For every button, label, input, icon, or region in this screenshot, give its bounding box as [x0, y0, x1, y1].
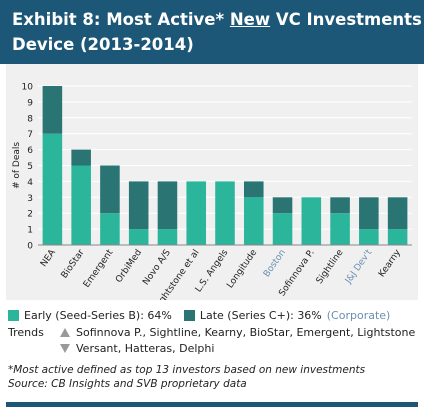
- bar-early: [301, 197, 322, 245]
- y-tick-label: 1: [27, 226, 33, 236]
- bar-early: [243, 197, 264, 245]
- y-tick-label: 6: [27, 146, 33, 156]
- bar-chart: 0 1 2 3 4 5 6 7 8 9 10 # of Deals NEA BioStarEmergent…: [12, 83, 412, 300]
- triangle-down-icon: [60, 343, 70, 353]
- bar-late: [71, 149, 91, 166]
- x-tick-label: J&J Dev't: [343, 248, 374, 287]
- bar-late: [100, 165, 120, 214]
- x-tick-label: Boston: [262, 248, 288, 279]
- chart-header: Exhibit 8: Most Active* New VC Investmen…: [0, 0, 424, 64]
- bar-early: [387, 229, 408, 245]
- y-tick-label: 2: [27, 210, 33, 220]
- trend-row-up: Trends Sofinnova P., Sightline, Kearny, …: [8, 324, 418, 340]
- x-tick-label: NEA: [39, 247, 58, 269]
- bar-early: [42, 133, 63, 245]
- trend-row-down: Versant, Hatteras, Delphi: [8, 340, 418, 356]
- y-tick-label: 10: [22, 83, 34, 93]
- title-underlined-word: New: [229, 10, 271, 29]
- y-tick-label: 4: [27, 178, 33, 188]
- x-tick-label: Emergent: [82, 248, 116, 290]
- legend-swatch-late: [183, 309, 195, 321]
- y-tick-label: 5: [27, 162, 33, 172]
- footnote-source: Source: CB Insights and SVB proprietary …: [8, 378, 247, 390]
- bar-early: [157, 229, 178, 245]
- legend-label-late: Late (Series C+): 36%: [199, 308, 322, 322]
- title-part-2: VC Investments in: [275, 10, 424, 29]
- y-tick-label: 7: [27, 130, 33, 140]
- bar-early: [71, 165, 91, 245]
- x-tick-label: Novo A/S: [141, 248, 173, 287]
- legend-label-corporate: (Corporate): [326, 308, 391, 322]
- bar-early: [359, 229, 379, 245]
- x-tick-label: Kearny: [377, 247, 403, 279]
- footnote: *Most active defined as top 13 investors…: [8, 363, 365, 391]
- bar-early: [128, 229, 149, 245]
- bar-early: [272, 213, 293, 245]
- triangle-up-icon: [60, 327, 70, 337]
- bar-early: [215, 181, 235, 245]
- x-tick-label: Longitude: [225, 248, 259, 291]
- legend-row: Early (Seed-Series B): 64% Late (Series …: [8, 306, 418, 324]
- legend-swatch-early: [8, 309, 19, 321]
- y-tick-label: 9: [27, 98, 33, 108]
- bar-late: [128, 181, 149, 230]
- trends-label: Trends: [8, 325, 44, 339]
- bar-late: [272, 197, 293, 214]
- y-tick-label: 0: [27, 242, 33, 252]
- bar-late: [387, 197, 408, 230]
- legend-label-early: Early (Seed-Series B): 64%: [24, 308, 172, 322]
- x-tick-label: OrbiMed: [114, 248, 144, 285]
- y-tick-label: 8: [27, 114, 33, 124]
- trends-up-list: Sofinnova P., Sightline, Kearny, BioStar…: [76, 325, 416, 339]
- title-part-1: Exhibit 8: Most Active*: [12, 10, 230, 29]
- y-axis-label: # of Deals: [12, 142, 22, 189]
- chart-title-line-2: Device (2013-2014): [12, 35, 194, 54]
- bar-late: [42, 86, 63, 134]
- bar-late: [157, 181, 178, 230]
- footnote-definition: *Most active defined as top 13 investors…: [8, 364, 366, 376]
- legend: Early (Seed-Series B): 64% Late (Series …: [8, 306, 418, 356]
- bar-early: [100, 213, 120, 245]
- chart-area: 0 1 2 3 4 5 6 7 8 9 10 # of Deals NEA BioStar Emergent…: [6, 64, 418, 300]
- bottom-rule: [6, 402, 418, 407]
- bar-late: [359, 197, 379, 230]
- bar-late: [330, 197, 350, 214]
- chart-title-line-1: Exhibit 8: Most Active* New VC Investmen…: [12, 7, 424, 32]
- bar-early: [330, 213, 350, 245]
- bar-early: [186, 181, 207, 245]
- x-tick-label: BioStar: [60, 248, 87, 281]
- trends-down-list: Versant, Hatteras, Delphi: [76, 341, 215, 355]
- bar-late: [243, 181, 264, 198]
- y-tick-label: 3: [27, 194, 33, 204]
- x-tick-label: Sightline: [315, 248, 346, 286]
